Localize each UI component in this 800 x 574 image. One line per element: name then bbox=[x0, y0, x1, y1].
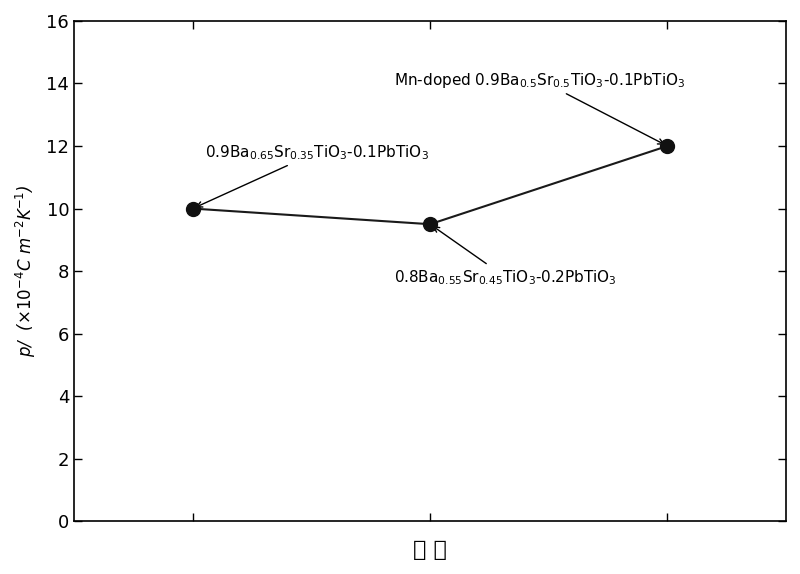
X-axis label: 成 分: 成 分 bbox=[413, 540, 447, 560]
Text: 0.8Ba$_{0.55}$Sr$_{0.45}$TiO$_3$-0.2PbTiO$_3$: 0.8Ba$_{0.55}$Sr$_{0.45}$TiO$_3$-0.2PbTi… bbox=[394, 227, 617, 286]
Text: Mn-doped 0.9Ba$_{0.5}$Sr$_{0.5}$TiO$_3$-0.1PbTiO$_3$: Mn-doped 0.9Ba$_{0.5}$Sr$_{0.5}$TiO$_3$-… bbox=[394, 71, 686, 144]
Text: 0.9Ba$_{0.65}$Sr$_{0.35}$TiO$_3$-0.1PbTiO$_3$: 0.9Ba$_{0.65}$Sr$_{0.35}$TiO$_3$-0.1PbTi… bbox=[197, 143, 429, 207]
Y-axis label: $p$/  ($\times10^{-4}$C m$^{-2}$K$^{-1}$): $p$/ ($\times10^{-4}$C m$^{-2}$K$^{-1}$) bbox=[14, 185, 38, 358]
